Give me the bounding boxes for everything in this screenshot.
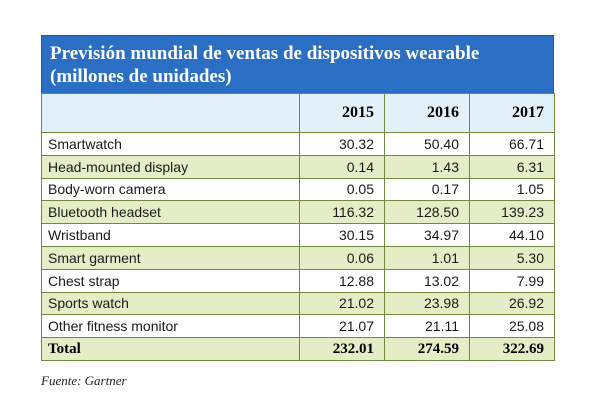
value-cell-2016: 13.02 xyxy=(384,268,470,293)
value-cell-2015: 116.32 xyxy=(299,200,385,225)
sales-table: 2015 2016 2017 Smartwatch 30.32 50.40 66.71… xyxy=(41,93,555,362)
table-row: Chest strap 12.88 13.02 7.99 xyxy=(41,268,555,293)
device-label: Smart garment xyxy=(41,245,300,270)
value-cell-2015: 21.07 xyxy=(299,314,385,339)
year-header-2016: 2016 xyxy=(384,93,470,133)
table-body: Smartwatch 30.32 50.40 66.71 Head-mounted di… xyxy=(41,132,555,339)
year-header-2017: 2017 xyxy=(469,93,555,133)
value-cell-2017: 139.23 xyxy=(469,200,555,225)
table-row: Head-mounted display 0.14 1.43 6.31 xyxy=(41,154,555,179)
value-cell-2015: 0.05 xyxy=(299,177,385,202)
value-cell-2015: 30.32 xyxy=(299,132,385,156)
value-cell-2016: 23.98 xyxy=(384,291,470,316)
total-value-2016: 274.59 xyxy=(384,337,470,362)
sales-table-container: Previsión mundial de ventas de dispositi… xyxy=(41,35,555,362)
value-cell-2016: 0.17 xyxy=(384,177,470,202)
value-cell-2015: 12.88 xyxy=(299,268,385,293)
value-cell-2015: 0.06 xyxy=(299,245,385,270)
table-title: Previsión mundial de ventas de dispositi… xyxy=(41,35,554,93)
table-row: Smartwatch 30.32 50.40 66.71 xyxy=(41,132,555,156)
value-cell-2015: 21.02 xyxy=(299,291,385,316)
table-row: Bluetooth headset 116.32 128.50 139.23 xyxy=(41,200,555,225)
value-cell-2017: 25.08 xyxy=(469,314,555,339)
value-cell-2017: 7.99 xyxy=(469,268,555,293)
value-cell-2017: 5.30 xyxy=(469,245,555,270)
device-label: Smartwatch xyxy=(41,132,300,156)
year-header-row: 2015 2016 2017 xyxy=(41,93,555,133)
device-label: Other fitness monitor xyxy=(41,314,300,339)
value-cell-2017: 1.05 xyxy=(469,177,555,202)
table-row: Other fitness monitor 21.07 21.11 25.08 xyxy=(41,314,555,339)
total-value-2015: 232.01 xyxy=(299,337,385,362)
table-row: Body-worn camera 0.05 0.17 1.05 xyxy=(41,177,555,202)
device-label: Body-worn camera xyxy=(41,177,300,202)
value-cell-2016: 128.50 xyxy=(384,200,470,225)
table-row: Wristband 30.15 34.97 44.10 xyxy=(41,223,555,247)
value-cell-2016: 1.01 xyxy=(384,245,470,270)
source-note: Fuente: Gartner xyxy=(41,373,127,388)
value-cell-2016: 50.40 xyxy=(384,132,470,156)
total-value-2017: 322.69 xyxy=(469,337,555,362)
value-cell-2017: 66.71 xyxy=(469,132,555,156)
table-row: Smart garment 0.06 1.01 5.30 xyxy=(41,245,555,270)
device-label: Chest strap xyxy=(41,268,300,293)
value-cell-2017: 6.31 xyxy=(469,154,555,179)
value-cell-2015: 30.15 xyxy=(299,223,385,247)
value-cell-2016: 34.97 xyxy=(384,223,470,247)
value-cell-2016: 21.11 xyxy=(384,314,470,339)
value-cell-2015: 0.14 xyxy=(299,154,385,179)
device-label: Head-mounted display xyxy=(41,154,300,179)
device-label: Sports watch xyxy=(41,291,300,316)
year-header-2015: 2015 xyxy=(299,93,385,133)
total-label: Total xyxy=(41,337,300,362)
total-row: Total 232.01 274.59 322.69 xyxy=(41,337,555,362)
header-blank-cell xyxy=(41,93,300,133)
device-label: Wristband xyxy=(41,223,300,247)
value-cell-2017: 26.92 xyxy=(469,291,555,316)
value-cell-2017: 44.10 xyxy=(469,223,555,247)
table-row: Sports watch 21.02 23.98 26.92 xyxy=(41,291,555,316)
value-cell-2016: 1.43 xyxy=(384,154,470,179)
device-label: Bluetooth headset xyxy=(41,200,300,225)
